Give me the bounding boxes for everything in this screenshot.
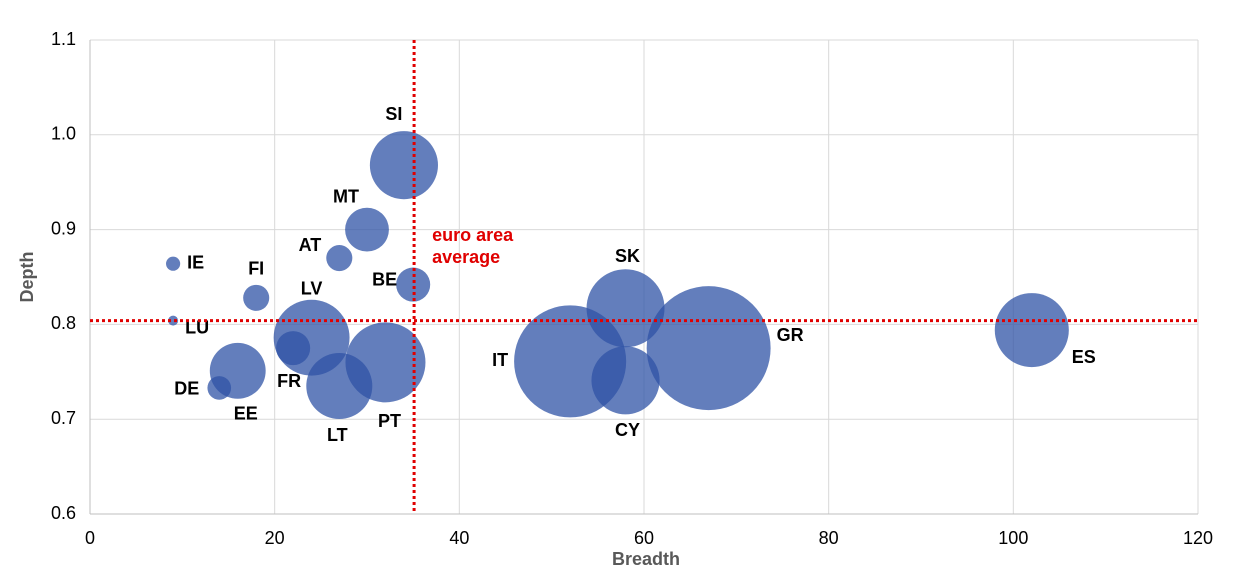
bubble-label: IT bbox=[492, 350, 508, 370]
x-tick-label: 80 bbox=[819, 528, 839, 548]
bubble bbox=[586, 269, 665, 348]
x-tick-label: 40 bbox=[449, 528, 469, 548]
bubble bbox=[369, 131, 438, 200]
bubble bbox=[591, 346, 660, 415]
bubble-label: SI bbox=[385, 104, 402, 124]
bubble-label: FI bbox=[248, 259, 264, 279]
x-axis-title: Breadth bbox=[612, 549, 680, 569]
x-tick-label: 60 bbox=[634, 528, 654, 548]
bubble bbox=[166, 256, 181, 271]
bubble-label: SK bbox=[615, 246, 640, 266]
bubble-label: MT bbox=[333, 186, 359, 206]
x-tick-label: 100 bbox=[998, 528, 1028, 548]
x-tick-label: 0 bbox=[85, 528, 95, 548]
annotation: euro area bbox=[432, 225, 514, 245]
bubble bbox=[243, 284, 270, 311]
bubble-label: GR bbox=[777, 325, 804, 345]
bubble bbox=[646, 286, 771, 411]
bubble bbox=[276, 331, 311, 366]
bubble bbox=[345, 207, 389, 252]
bubble-label: AT bbox=[299, 235, 322, 255]
bubble-label: LV bbox=[301, 278, 323, 298]
bubble-label: LU bbox=[185, 317, 209, 337]
y-axis-title: Depth bbox=[17, 252, 37, 303]
bubble bbox=[994, 293, 1069, 368]
bubble-label: BE bbox=[372, 269, 397, 289]
bubble bbox=[326, 245, 353, 272]
x-tick-label: 120 bbox=[1183, 528, 1213, 548]
bubble-label: DE bbox=[174, 379, 199, 399]
y-tick-label: 1.0 bbox=[51, 124, 76, 144]
y-tick-label: 0.8 bbox=[51, 313, 76, 333]
bubble bbox=[345, 322, 426, 403]
bubble-label: LT bbox=[327, 425, 348, 445]
bubble bbox=[168, 315, 179, 326]
y-tick-label: 1.1 bbox=[51, 29, 76, 49]
bubble-label: IE bbox=[187, 252, 204, 272]
bubble-label: EE bbox=[234, 404, 258, 424]
y-tick-label: 0.7 bbox=[51, 408, 76, 428]
y-tick-label: 0.6 bbox=[51, 503, 76, 523]
bubble-label: ES bbox=[1072, 347, 1096, 367]
bubble-label: PT bbox=[378, 411, 401, 431]
bubble-label: CY bbox=[615, 420, 640, 440]
y-tick-label: 0.9 bbox=[51, 218, 76, 238]
bubble bbox=[209, 342, 266, 399]
bubble bbox=[396, 267, 431, 302]
annotation: average bbox=[432, 247, 500, 267]
x-tick-label: 20 bbox=[265, 528, 285, 548]
bubble-label: FR bbox=[277, 371, 301, 391]
